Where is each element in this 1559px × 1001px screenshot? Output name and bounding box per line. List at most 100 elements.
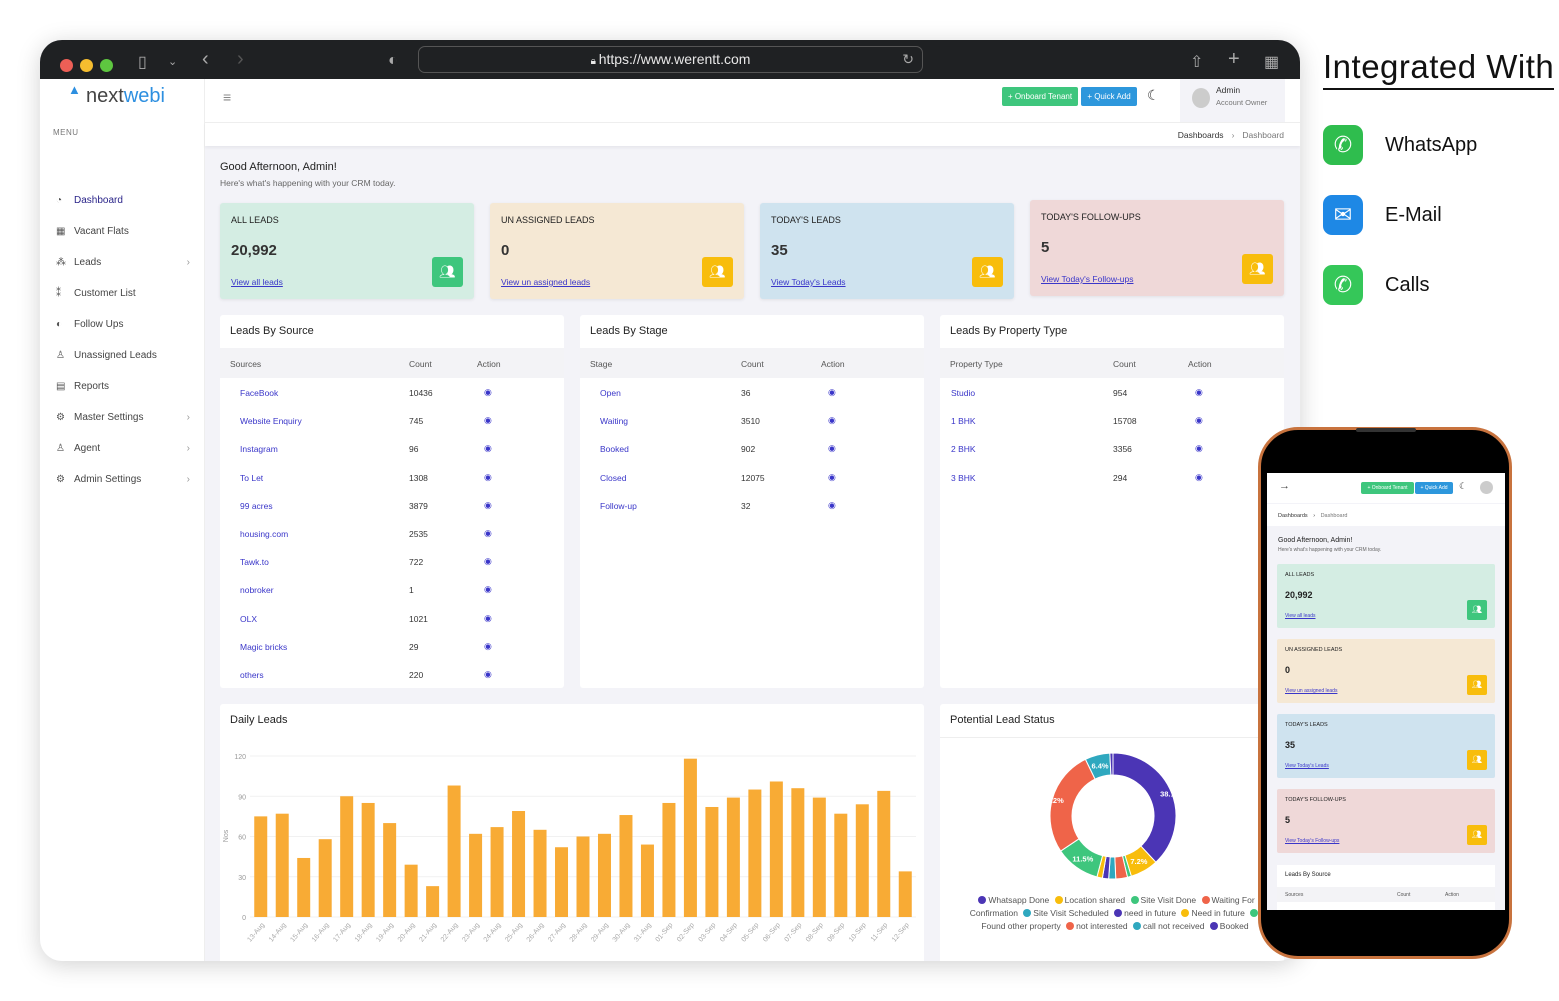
bar-26-Aug[interactable] [533, 829, 547, 917]
phone-avatar[interactable] [1480, 481, 1493, 494]
row-label[interactable]: 99 acres [240, 500, 273, 511]
address-bar[interactable]: 🔒︎ https://www.werentt.com ↻ [418, 46, 923, 73]
row-label[interactable]: housing.com [240, 529, 289, 539]
user-profile[interactable]: Admin Account Owner [1180, 79, 1285, 122]
row-label[interactable]: Closed [600, 472, 627, 483]
sidebar-item-unassigned-leads[interactable]: ♙ Unassigned Leads [40, 343, 205, 367]
logo[interactable]: nextwebi [86, 85, 165, 108]
phone-quick-add-button[interactable]: + Quick Add [1415, 482, 1453, 494]
row-label[interactable]: Booked [600, 444, 629, 455]
legend-item[interactable]: Site Visit Done [1128, 895, 1196, 905]
row-label[interactable]: OLX [240, 613, 258, 624]
bar-03-Sep[interactable] [705, 806, 719, 917]
legend-item[interactable]: need in future [1111, 908, 1176, 918]
eye-icon[interactable]: ◉ [484, 443, 492, 454]
eye-icon[interactable]: ◉ [1195, 387, 1203, 397]
row-label[interactable]: 1 BHK [951, 416, 976, 427]
eye-icon[interactable]: ◉ [484, 387, 492, 397]
sidebar-item-dashboard[interactable]: ◔ Dashboard [40, 188, 205, 212]
stat-link[interactable]: View Today's Follow-ups [1041, 274, 1134, 284]
bar-23-Aug[interactable] [469, 833, 483, 917]
maximize-window-button[interactable] [100, 59, 113, 72]
sidebar-item-customer-list[interactable]: ⁑ Customer List [40, 281, 205, 305]
eye-icon[interactable]: ◉ [828, 471, 836, 482]
eye-icon[interactable]: ◉ [484, 528, 492, 538]
sidebar-item-reports[interactable]: ▤ Reports [40, 374, 205, 398]
legend-item[interactable]: Site Visit Scheduled [1020, 908, 1109, 918]
bar-04-Sep[interactable] [726, 797, 740, 917]
sidebar-item-admin-settings[interactable]: ⚙ Admin Settings › [40, 467, 205, 491]
share-icon[interactable]: ⇧ [1190, 54, 1204, 71]
legend-item[interactable]: Booked [1207, 921, 1249, 931]
eye-icon[interactable]: ◉ [1195, 471, 1203, 482]
bar-14-Aug[interactable] [275, 813, 289, 917]
bar-21-Aug[interactable] [426, 886, 440, 917]
stat-link[interactable]: View all leads [231, 277, 283, 287]
arrow-right-icon[interactable]: → [1279, 480, 1290, 492]
phone-crumb-parent[interactable]: Dashboards [1278, 513, 1308, 519]
legend-item[interactable]: Whatsapp Done [975, 895, 1049, 905]
phone-moon-icon[interactable]: ☾ [1459, 481, 1468, 491]
phone-stat-link[interactable]: View un assigned leads [1285, 688, 1338, 694]
legend-item[interactable]: not interested [1063, 921, 1128, 931]
bar-16-Aug[interactable] [318, 839, 332, 917]
phone-stat-link[interactable]: View all leads [1285, 613, 1316, 619]
stat-link[interactable]: View un assigned leads [501, 277, 591, 287]
bar-12-Sep[interactable] [898, 871, 912, 917]
bar-27-Aug[interactable] [555, 847, 569, 917]
row-label[interactable]: Waiting [600, 416, 629, 427]
row-label[interactable]: 3 BHK [951, 472, 976, 483]
slice-whatsapp-done[interactable] [1112, 752, 1177, 863]
eye-icon[interactable]: ◉ [828, 387, 836, 397]
bar-06-Sep[interactable] [769, 781, 783, 917]
bar-15-Aug[interactable] [297, 857, 311, 917]
eye-icon[interactable]: ◉ [484, 499, 492, 510]
bar-18-Aug[interactable] [361, 802, 375, 917]
reload-icon[interactable]: ↻ [902, 51, 914, 67]
bar-13-Aug[interactable] [254, 816, 268, 917]
shield-icon[interactable]: ◐ [388, 52, 398, 69]
eye-icon[interactable]: ◉ [1195, 443, 1203, 454]
onboard-tenant-button[interactable]: + Onboard Tenant [1002, 87, 1078, 106]
bar-07-Sep[interactable] [791, 788, 805, 917]
row-label[interactable]: Open [600, 388, 621, 398]
row-label[interactable]: 2 BHK [951, 444, 976, 455]
chevron-down-icon[interactable]: ⌄ [168, 56, 178, 68]
row-label[interactable]: FaceBook [240, 388, 279, 398]
row-label[interactable]: Instagram [240, 444, 278, 455]
bar-30-Aug[interactable] [619, 815, 633, 917]
bar-05-Sep[interactable] [748, 789, 762, 917]
slice-not-interested[interactable] [1049, 758, 1096, 852]
row-label[interactable]: Website Enquiry [240, 416, 302, 427]
back-icon[interactable]: ‹ [202, 48, 209, 70]
sidebar-toggle-icon[interactable]: ▯ [138, 54, 147, 71]
quick-add-button[interactable]: + Quick Add [1081, 87, 1137, 106]
eye-icon[interactable]: ◉ [1195, 415, 1203, 426]
users-icon[interactable]: 👥︎ [1467, 600, 1487, 620]
bar-20-Aug[interactable] [404, 864, 418, 917]
eye-icon[interactable]: ◉ [828, 499, 836, 510]
bar-11-Sep[interactable] [877, 790, 891, 917]
legend-item[interactable]: call not received [1130, 921, 1204, 931]
users-icon[interactable]: 👥︎ [972, 257, 1003, 287]
users-icon[interactable]: 👥︎ [1467, 825, 1487, 845]
row-label[interactable]: others [240, 670, 264, 680]
stat-link[interactable]: View Today's Leads [771, 277, 846, 287]
eye-icon[interactable]: ◉ [484, 640, 492, 651]
minimize-window-button[interactable] [80, 59, 93, 72]
users-icon[interactable]: 👥︎ [1242, 254, 1273, 284]
legend-item[interactable]: Found other property [981, 908, 1260, 931]
bar-25-Aug[interactable] [512, 811, 526, 917]
bar-19-Aug[interactable] [383, 823, 397, 917]
eye-icon[interactable]: ◉ [484, 415, 492, 426]
sidebar-item-vacant-flats[interactable]: ▦ Vacant Flats [40, 219, 205, 243]
row-label[interactable]: Magic bricks [240, 641, 288, 652]
phone-onboard-tenant-button[interactable]: + Onboard Tenant [1361, 482, 1414, 494]
forward-icon[interactable]: › [237, 48, 244, 70]
bar-08-Sep[interactable] [812, 797, 826, 917]
bar-28-Aug[interactable] [576, 836, 590, 918]
legend-item[interactable]: Waiting For Confirmation [970, 895, 1255, 918]
bar-10-Sep[interactable] [855, 804, 869, 917]
eye-icon[interactable]: ◉ [484, 556, 492, 567]
sidebar-item-agent[interactable]: ♙ Agent › [40, 436, 205, 460]
